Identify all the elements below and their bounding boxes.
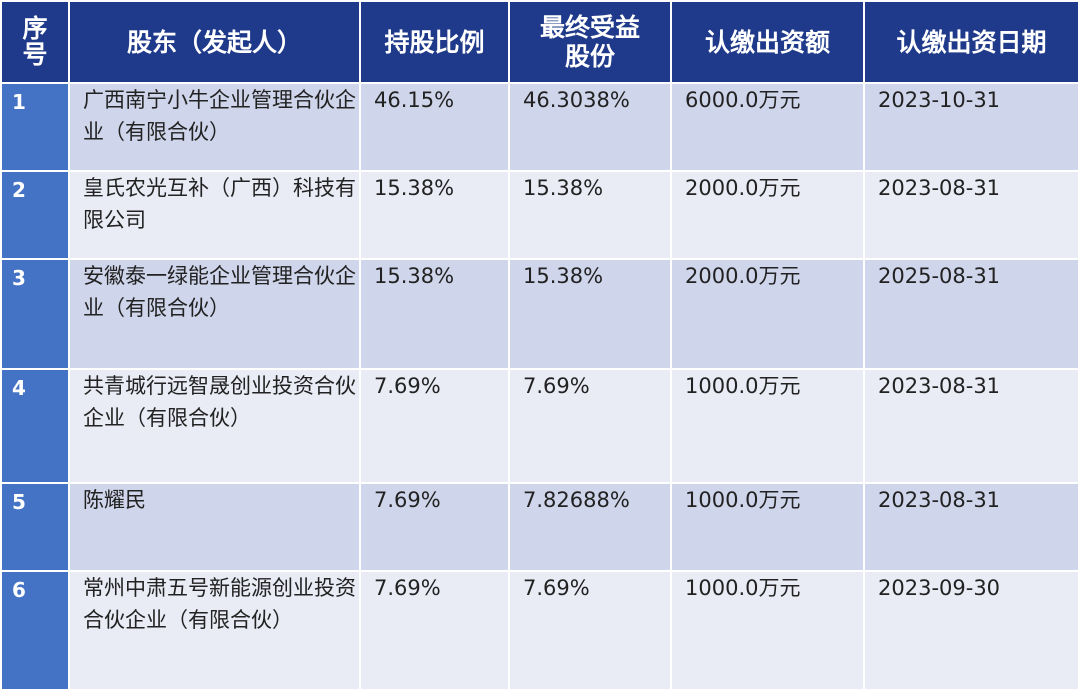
row-shareholder: 安徽泰一绿能企业管理合伙企业（有限合伙） — [68, 258, 361, 370]
row-shareholder: 广西南宁小牛企业管理合伙企业（有限合伙） — [68, 82, 361, 172]
row-ratio: 15.38% — [359, 258, 510, 370]
table-row: 2 皇氏农光互补（广西）科技有限公司 15.38% 15.38% 2000.0万… — [0, 170, 1078, 260]
row-amount: 2000.0万元 — [670, 170, 865, 260]
row-ratio: 7.69% — [359, 482, 510, 572]
header-shareholder: 股东（发起人） — [68, 0, 361, 84]
row-index: 2 — [0, 170, 70, 260]
header-date: 认缴出资日期 — [863, 0, 1078, 84]
table-row: 5 陈耀民 7.69% 7.82688% 1000.0万元 2023-08-31 — [0, 482, 1078, 572]
row-final-share: 7.82688% — [508, 482, 672, 572]
row-date: 2023-08-31 — [863, 170, 1078, 260]
row-index: 6 — [0, 570, 70, 691]
row-date: 2023-08-31 — [863, 368, 1078, 484]
row-amount: 1000.0万元 — [670, 482, 865, 572]
header-row: 序 号 股东（发起人） 持股比例 最终受益 股份 认缴出资额 认缴出资日期 — [0, 0, 1078, 84]
row-amount: 1000.0万元 — [670, 368, 865, 484]
row-ratio: 46.15% — [359, 82, 510, 172]
row-date: 2023-08-31 — [863, 482, 1078, 572]
table-row: 3 安徽泰一绿能企业管理合伙企业（有限合伙） 15.38% 15.38% 200… — [0, 258, 1078, 370]
row-date: 2023-10-31 — [863, 82, 1078, 172]
row-amount: 6000.0万元 — [670, 82, 865, 172]
header-index-line1: 序 — [22, 14, 48, 43]
header-ratio: 持股比例 — [359, 0, 510, 84]
header-index: 序 号 — [0, 0, 70, 84]
row-date: 2023-09-30 — [863, 570, 1078, 691]
row-index: 1 — [0, 82, 70, 172]
header-final-share: 最终受益 股份 — [508, 0, 672, 84]
row-amount: 2000.0万元 — [670, 258, 865, 370]
row-ratio: 7.69% — [359, 368, 510, 484]
row-shareholder: 陈耀民 — [68, 482, 361, 572]
row-amount: 1000.0万元 — [670, 570, 865, 691]
row-index: 3 — [0, 258, 70, 370]
row-final-share: 7.69% — [508, 570, 672, 691]
row-index: 5 — [0, 482, 70, 572]
row-final-share: 15.38% — [508, 258, 672, 370]
header-final-line2: 股份 — [564, 42, 615, 71]
row-final-share: 15.38% — [508, 170, 672, 260]
header-amount: 认缴出资额 — [670, 0, 865, 84]
header-index-line2: 号 — [22, 40, 48, 69]
table-row: 6 常州中肃五号新能源创业投资合伙企业（有限合伙） 7.69% 7.69% 10… — [0, 570, 1078, 691]
table-row: 4 共青城行远智晟创业投资合伙企业（有限合伙） 7.69% 7.69% 1000… — [0, 368, 1078, 484]
row-shareholder: 皇氏农光互补（广西）科技有限公司 — [68, 170, 361, 260]
row-ratio: 15.38% — [359, 170, 510, 260]
row-index: 4 — [0, 368, 70, 484]
row-final-share: 7.69% — [508, 368, 672, 484]
row-shareholder: 常州中肃五号新能源创业投资合伙企业（有限合伙） — [68, 570, 361, 691]
table-row: 1 广西南宁小牛企业管理合伙企业（有限合伙） 46.15% 46.3038% 6… — [0, 82, 1078, 172]
row-ratio: 7.69% — [359, 570, 510, 691]
header-final-line1: 最终受益 — [539, 13, 640, 42]
row-shareholder: 共青城行远智晟创业投资合伙企业（有限合伙） — [68, 368, 361, 484]
row-final-share: 46.3038% — [508, 82, 672, 172]
row-date: 2025-08-31 — [863, 258, 1078, 370]
